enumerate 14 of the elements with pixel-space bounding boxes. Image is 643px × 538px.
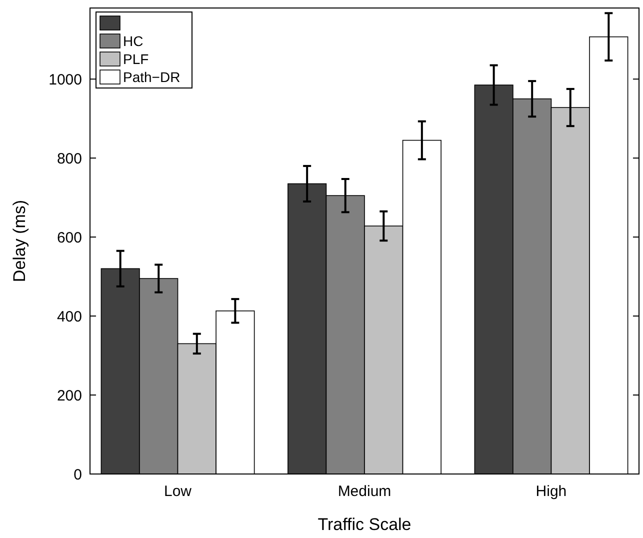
x-axis-title: Traffic Scale	[318, 515, 412, 534]
x-tick-label: Low	[164, 483, 192, 500]
y-tick-label: 800	[56, 150, 82, 168]
legend-label: Path−DR	[123, 69, 180, 85]
x-tick-label: Medium	[338, 483, 392, 500]
y-axis-title: Delay (ms)	[10, 200, 29, 282]
legend-label: HC	[123, 33, 144, 49]
y-tick-label: 400	[56, 308, 82, 326]
y-tick-label: 0	[74, 466, 82, 484]
legend-label: PLF	[123, 51, 149, 67]
x-tick-label: High	[536, 483, 567, 500]
y-tick-label: 600	[56, 229, 82, 246]
y-tick-label: 1000	[48, 71, 82, 88]
y-tick-label: 200	[56, 387, 82, 404]
